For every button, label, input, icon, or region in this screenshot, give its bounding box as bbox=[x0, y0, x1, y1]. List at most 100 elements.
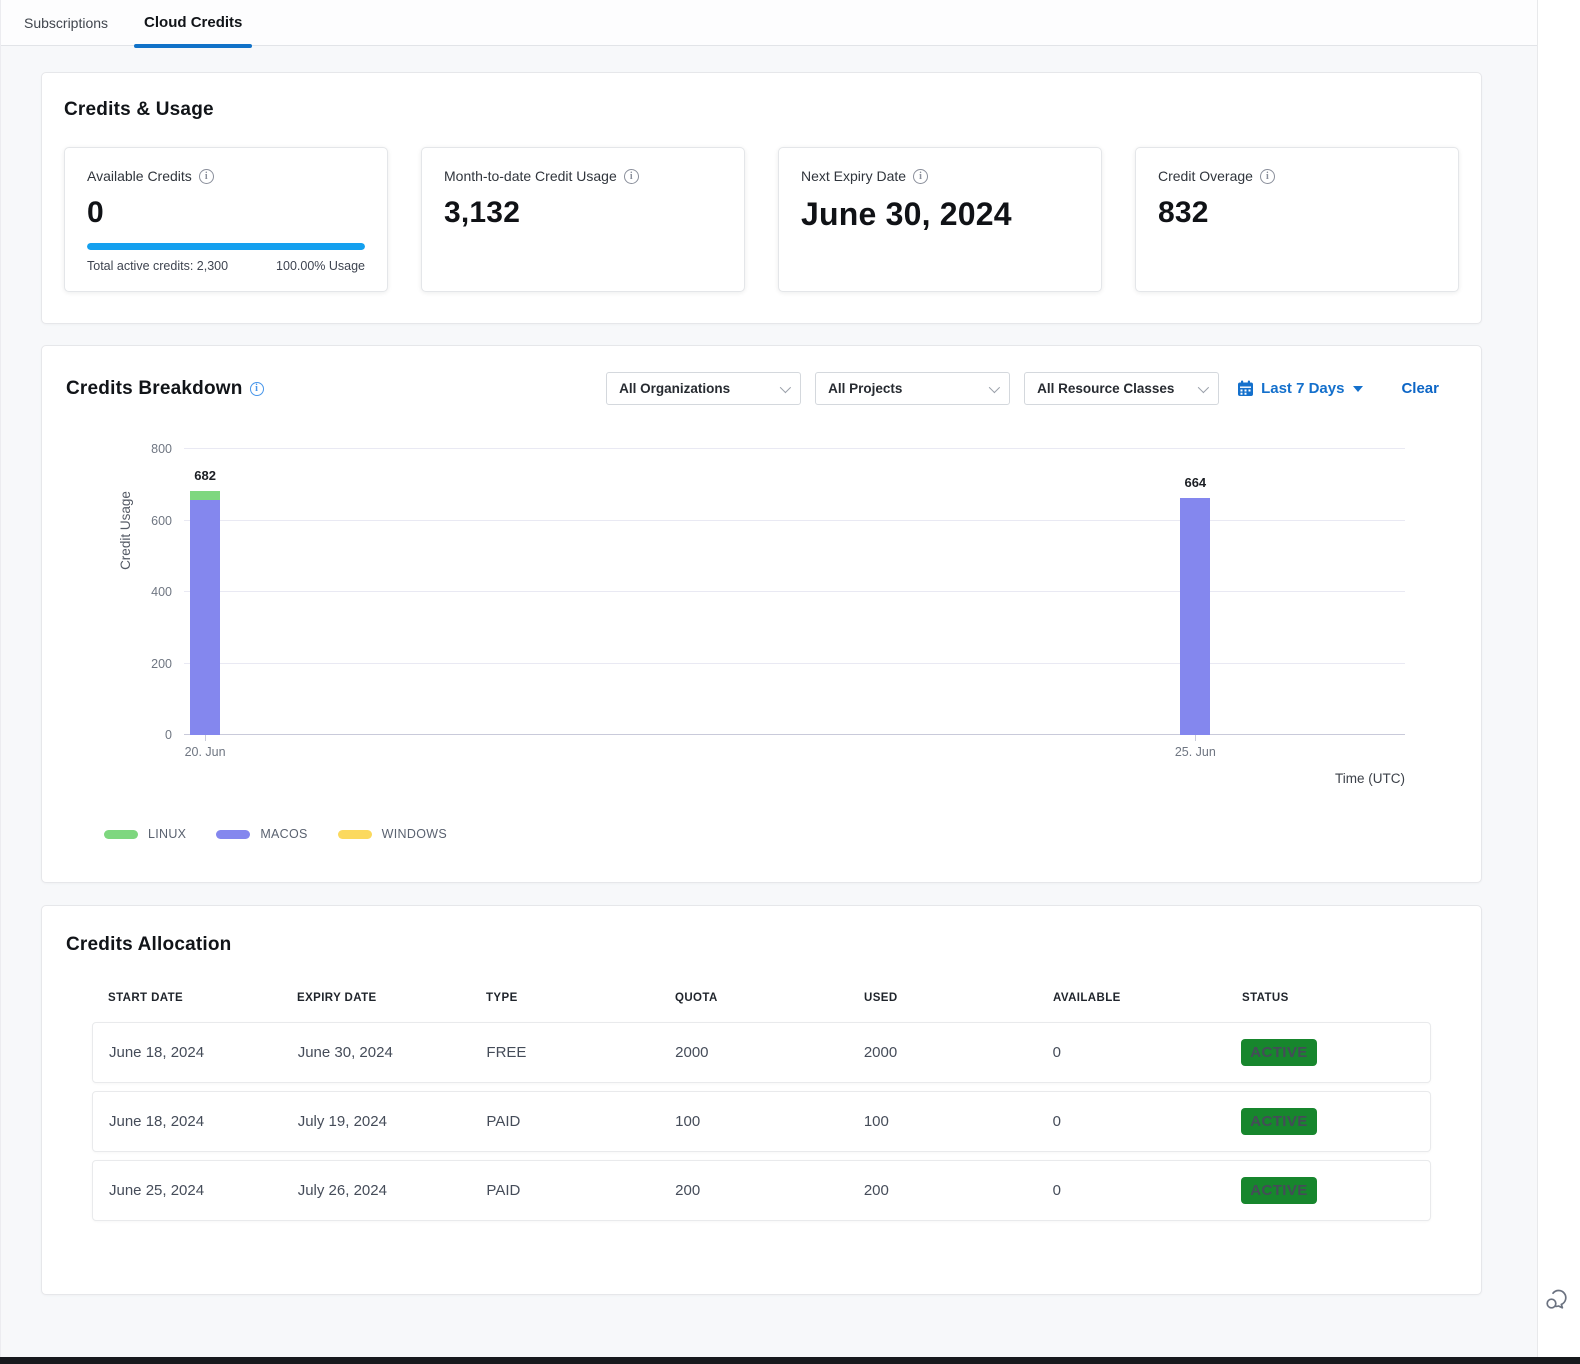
credits-allocation-title: Credits Allocation bbox=[66, 934, 232, 955]
cell-type: FREE bbox=[486, 1044, 527, 1061]
bar-20-jun[interactable] bbox=[190, 491, 221, 735]
legend-swatch bbox=[337, 829, 372, 839]
legend-swatch bbox=[104, 829, 138, 839]
cell-expiry-date: June 30, 2024 bbox=[297, 1044, 393, 1061]
caret-down-icon bbox=[1353, 385, 1364, 392]
available-credits-footer: Total active credits: 2,300 100.00% Usag… bbox=[87, 259, 365, 273]
cell-used: 2000 bbox=[863, 1044, 898, 1061]
mtd-usage-label: Month-to-date Credit Usage bbox=[444, 168, 617, 184]
gridline bbox=[184, 591, 1405, 592]
info-icon[interactable]: i bbox=[1259, 168, 1275, 184]
bar-segment-linux[interactable] bbox=[1180, 497, 1211, 499]
support-chat-button[interactable] bbox=[1541, 1285, 1571, 1315]
tab-cloud-credits[interactable]: Cloud Credits bbox=[134, 0, 253, 48]
legend-label: MACOS bbox=[260, 827, 308, 841]
right-gutter bbox=[1537, 0, 1580, 1357]
tab-subscriptions-label: Subscriptions bbox=[24, 14, 109, 31]
chart-time-label: Time (UTC) bbox=[1335, 771, 1405, 786]
chart-y-axis-label: Credit Usage bbox=[118, 491, 133, 570]
bar-segment-linux[interactable] bbox=[190, 491, 221, 501]
y-tick-label: 400 bbox=[151, 585, 172, 599]
bar-segment-macos[interactable] bbox=[1180, 498, 1211, 735]
active-tab-underline bbox=[134, 43, 253, 48]
col-available: AVAILABLE bbox=[1053, 992, 1121, 1004]
projects-dropdown-value: All Projects bbox=[828, 381, 903, 396]
x-tick-mark bbox=[205, 735, 207, 741]
cell-start-date: June 25, 2024 bbox=[109, 1182, 205, 1199]
tab-cloud-credits-label: Cloud Credits bbox=[144, 14, 243, 31]
cell-type: PAID bbox=[486, 1113, 521, 1130]
available-credits-label: Available Credits bbox=[87, 168, 192, 184]
info-icon[interactable]: i bbox=[623, 168, 639, 184]
info-icon[interactable]: i bbox=[913, 168, 929, 184]
date-range-picker[interactable]: Last 7 Days bbox=[1237, 380, 1364, 397]
credits-allocation-table: START DATE EXPIRY DATE TYPE QUOTA USED A… bbox=[92, 992, 1431, 1221]
tab-subscriptions[interactable]: Subscriptions bbox=[22, 0, 110, 46]
y-tick-label: 600 bbox=[151, 513, 172, 528]
projects-dropdown[interactable]: All Projects bbox=[815, 372, 1011, 405]
y-tick-label: 0 bbox=[165, 728, 172, 742]
clear-filters-button[interactable]: Clear bbox=[1401, 380, 1439, 397]
calendar-icon bbox=[1238, 380, 1254, 396]
status-cell: ACTIVE bbox=[1241, 1039, 1430, 1066]
cell-expiry-date: July 19, 2024 bbox=[297, 1113, 387, 1130]
table-header-row: START DATE EXPIRY DATE TYPE QUOTA USED A… bbox=[92, 992, 1431, 1022]
credits-progress-bar bbox=[87, 243, 365, 250]
legend-item-windows[interactable]: WINDOWS bbox=[337, 827, 447, 841]
status-cell: ACTIVE bbox=[1241, 1177, 1430, 1204]
x-tick-mark bbox=[1195, 735, 1197, 741]
organizations-dropdown[interactable]: All Organizations bbox=[606, 372, 802, 405]
y-tick-label: 200 bbox=[151, 656, 172, 671]
info-icon[interactable]: i bbox=[198, 168, 214, 184]
chart-plot-area: Credit Usage 0 200 400 600 800 682 20. Jun 664 2… bbox=[118, 442, 1405, 759]
mtd-usage-label-row: Month-to-date Credit Usage i bbox=[444, 168, 722, 184]
legend-label: WINDOWS bbox=[381, 827, 447, 841]
stat-card-mtd-usage: Month-to-date Credit Usage i 3,132 bbox=[421, 147, 745, 292]
table-row: June 25, 2024 July 26, 2024 PAID 200 200… bbox=[92, 1160, 1431, 1221]
cell-type: PAID bbox=[486, 1182, 521, 1199]
gridline bbox=[184, 519, 1405, 521]
status-badge: ACTIVE bbox=[1241, 1177, 1317, 1204]
col-status: STATUS bbox=[1242, 992, 1289, 1004]
filter-bar: All Organizations All Projects All Resou… bbox=[592, 372, 1457, 405]
credit-overage-value: 832 bbox=[1158, 196, 1209, 229]
status-badge: ACTIVE bbox=[1241, 1108, 1317, 1135]
resource-classes-dropdown[interactable]: All Resource Classes bbox=[1024, 372, 1220, 405]
credits-usage-section: Credits & Usage Available Credits i 0 To… bbox=[41, 72, 1482, 324]
mtd-usage-value: 3,132 bbox=[444, 196, 521, 229]
next-expiry-value: June 30, 2024 bbox=[801, 196, 1012, 232]
credits-breakdown-section: Credits Breakdown i All Organizations Al… bbox=[41, 345, 1482, 883]
gridline bbox=[184, 662, 1405, 664]
info-icon[interactable]: i bbox=[249, 381, 264, 396]
chart-legend: LINUX MACOS WINDOWS bbox=[104, 827, 1457, 841]
cell-quota: 2000 bbox=[675, 1044, 709, 1061]
bar-total-label: 664 bbox=[1184, 474, 1207, 490]
main-content: Subscriptions Cloud Credits Credits & Us… bbox=[0, 0, 1537, 1357]
credits-usage-title: Credits & Usage bbox=[64, 99, 214, 120]
bar-segment-macos[interactable] bbox=[190, 500, 221, 735]
stat-card-credit-overage: Credit Overage i 832 bbox=[1135, 147, 1459, 292]
cell-start-date: June 18, 2024 bbox=[109, 1044, 205, 1061]
col-start-date: START DATE bbox=[108, 992, 184, 1004]
legend-item-macos[interactable]: MACOS bbox=[216, 827, 307, 841]
legend-swatch bbox=[216, 829, 251, 839]
cell-used: 100 bbox=[863, 1113, 889, 1130]
cell-start-date: June 18, 2024 bbox=[109, 1113, 205, 1130]
table-row: June 18, 2024 July 19, 2024 PAID 100 100… bbox=[92, 1091, 1431, 1152]
credit-usage-chart: Credit Usage 0 200 400 600 800 682 20. Jun 664 2… bbox=[66, 442, 1457, 801]
x-tick-label: 25. Jun bbox=[1174, 745, 1216, 759]
legend-label: LINUX bbox=[148, 827, 187, 841]
x-tick-label: 20. Jun bbox=[184, 745, 226, 759]
cell-quota: 200 bbox=[675, 1182, 701, 1199]
y-tick-label: 800 bbox=[151, 442, 172, 456]
bar-25-jun[interactable] bbox=[1180, 497, 1211, 735]
cell-used: 200 bbox=[863, 1182, 889, 1199]
resource-classes-dropdown-value: All Resource Classes bbox=[1037, 381, 1175, 396]
legend-item-linux[interactable]: LINUX bbox=[104, 827, 186, 841]
x-axis-line bbox=[184, 734, 1405, 735]
credits-breakdown-header: Credits Breakdown i All Organizations Al… bbox=[66, 372, 1457, 405]
tab-bar: Subscriptions Cloud Credits bbox=[1, 0, 1537, 48]
cell-available: 0 bbox=[1052, 1182, 1061, 1199]
usage-percentage: 100.00% Usage bbox=[276, 259, 365, 273]
